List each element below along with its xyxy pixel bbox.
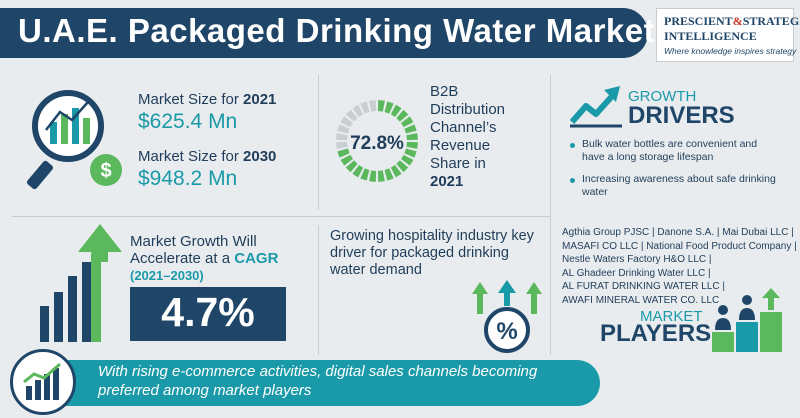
trend-up-arrow-icon — [569, 86, 622, 128]
logo-name-line2: INTELLIGENCE — [664, 29, 757, 43]
divider-vertical-3 — [318, 225, 319, 355]
b2b-line-5: Share in — [430, 155, 486, 172]
b2b-year: 2021 — [430, 173, 464, 190]
donut-segment — [406, 141, 418, 149]
donut-segment — [336, 133, 348, 141]
donut-segments — [336, 100, 418, 182]
player-line-3: Nestle Waters Factory H&O LLC | — [562, 254, 712, 266]
donut-segment — [337, 124, 350, 134]
donut-segment — [390, 165, 402, 178]
player-line-5: AL FURAT DRINKING WATER LLC | — [562, 281, 725, 293]
rising-bars-arrow-icon — [40, 224, 122, 342]
player-line-1: Agthia Group PJSC | Danone S.A. | Mai Du… — [562, 227, 794, 238]
market-growth-text: Market Growth Will Accelerate at a CAGR — [130, 233, 330, 267]
market-size-2030-value: $948.2 Mn — [138, 167, 238, 190]
b2b-line-2: Distribution — [430, 101, 506, 118]
players-list: Agthia Group PJSC | Danone S.A. | Mai Du… — [562, 226, 797, 308]
donut-segment — [360, 168, 370, 181]
donut-segment — [406, 133, 418, 141]
market-growth-prefix: Accelerate at a — [130, 250, 235, 267]
market-size-2030-label: Market Size for 2030 — [138, 148, 276, 165]
donut-segment — [377, 170, 385, 182]
bar-chart-trend-icon — [23, 362, 61, 400]
donut-segment — [377, 100, 385, 112]
logo-ampersand: & — [732, 14, 743, 28]
logo-word-prescient: PRESCIENT — [664, 14, 733, 28]
donut-segment — [369, 170, 377, 182]
donut-segment — [404, 148, 417, 158]
player-line-2: MASAFI CO LLC | National Food Product Co… — [562, 240, 797, 252]
market-size-2021-value: $625.4 Mn — [138, 110, 238, 133]
people-podium-icon — [712, 288, 782, 352]
page-title: U.A.E. Packaged Drinking Water Market — [18, 12, 656, 49]
cagr-years: (2021–2030) — [130, 268, 204, 283]
market-label: MARKET — [640, 308, 703, 325]
cagr-value: 4.7% — [161, 289, 255, 335]
driver-bullet-1: Bulk water bottles are convenient and ha… — [582, 138, 758, 163]
footer-icon-circle — [10, 349, 76, 415]
svg-text:%: % — [496, 318, 517, 345]
donut-segment — [384, 101, 394, 114]
divider-vertical-1 — [318, 75, 319, 210]
growth-label: GROWTH — [628, 88, 697, 105]
donut-segment — [401, 154, 414, 166]
donut-segment — [396, 109, 409, 122]
bullet-dot-1 — [570, 143, 575, 148]
b2b-share-percent: 72.8% — [350, 133, 404, 154]
donut-segment — [360, 101, 370, 114]
bullet-dot-2 — [570, 178, 575, 183]
b2b-line-3: Channel’s — [430, 119, 497, 136]
market-size-2030-year: 2030 — [243, 148, 277, 165]
percent-arrows-icon: % — [472, 280, 542, 353]
drivers-label: DRIVERS — [628, 102, 735, 129]
donut-segment — [404, 124, 417, 134]
donut-segment — [384, 168, 394, 181]
divider-horizontal — [12, 216, 550, 217]
footer-banner — [60, 360, 600, 406]
donut-segment — [369, 100, 377, 112]
market-size-2030-prefix: Market Size for — [138, 148, 244, 165]
donut-segment — [345, 109, 358, 122]
player-line-4: AL Ghadeer Drinking Water LLC | — [562, 267, 711, 279]
driver-bullet-2: Increasing awareness about safe drinking… — [582, 173, 776, 198]
donut-segment — [337, 148, 350, 158]
footer-text: With rising e-commerce activities, digit… — [98, 363, 538, 399]
cagr-word: CAGR — [234, 250, 279, 267]
donut-segment — [340, 116, 353, 128]
title-banner — [0, 8, 648, 58]
divider-vertical-2 — [550, 75, 551, 355]
donut-chart-icon — [336, 100, 418, 182]
b2b-line-4: Revenue — [430, 137, 491, 154]
b2b-line-1: B2B — [430, 83, 459, 100]
logo-word-strategic: STRATEGIC — [742, 14, 800, 28]
donut-segment — [390, 104, 402, 117]
logo-name-line1: PRESCIENT&STRATEGIC — [664, 14, 800, 29]
b2b-description: B2B Distribution Channel’s Revenue Share… — [430, 83, 540, 191]
donut-segment — [336, 141, 348, 149]
donut-segment — [340, 154, 353, 166]
player-line-6: AWAFI MINERAL WATER CO. LLC — [562, 294, 720, 306]
magnifier-chart-dollar-icon: $ — [26, 90, 122, 190]
donut-segment — [352, 165, 364, 178]
market-size-2021-year: 2021 — [243, 91, 277, 108]
players-label: PLAYERS — [600, 320, 712, 347]
svg-text:$: $ — [100, 160, 111, 182]
logo-tagline: Where knowledge inspires strategy — [664, 46, 797, 56]
donut-segment — [352, 104, 364, 117]
donut-segment — [396, 160, 409, 173]
market-size-2021-label: Market Size for 2021 — [138, 91, 276, 108]
donut-segment — [345, 160, 358, 173]
cagr-box — [130, 287, 286, 341]
hospitality-text: Growing hospitality industry key driver … — [330, 228, 534, 278]
market-growth-line-2: Accelerate at a CAGR — [130, 250, 330, 267]
logo — [656, 8, 794, 62]
market-growth-line-1: Market Growth Will — [130, 233, 257, 250]
donut-segment — [401, 116, 414, 128]
market-size-2021-prefix: Market Size for — [138, 91, 244, 108]
